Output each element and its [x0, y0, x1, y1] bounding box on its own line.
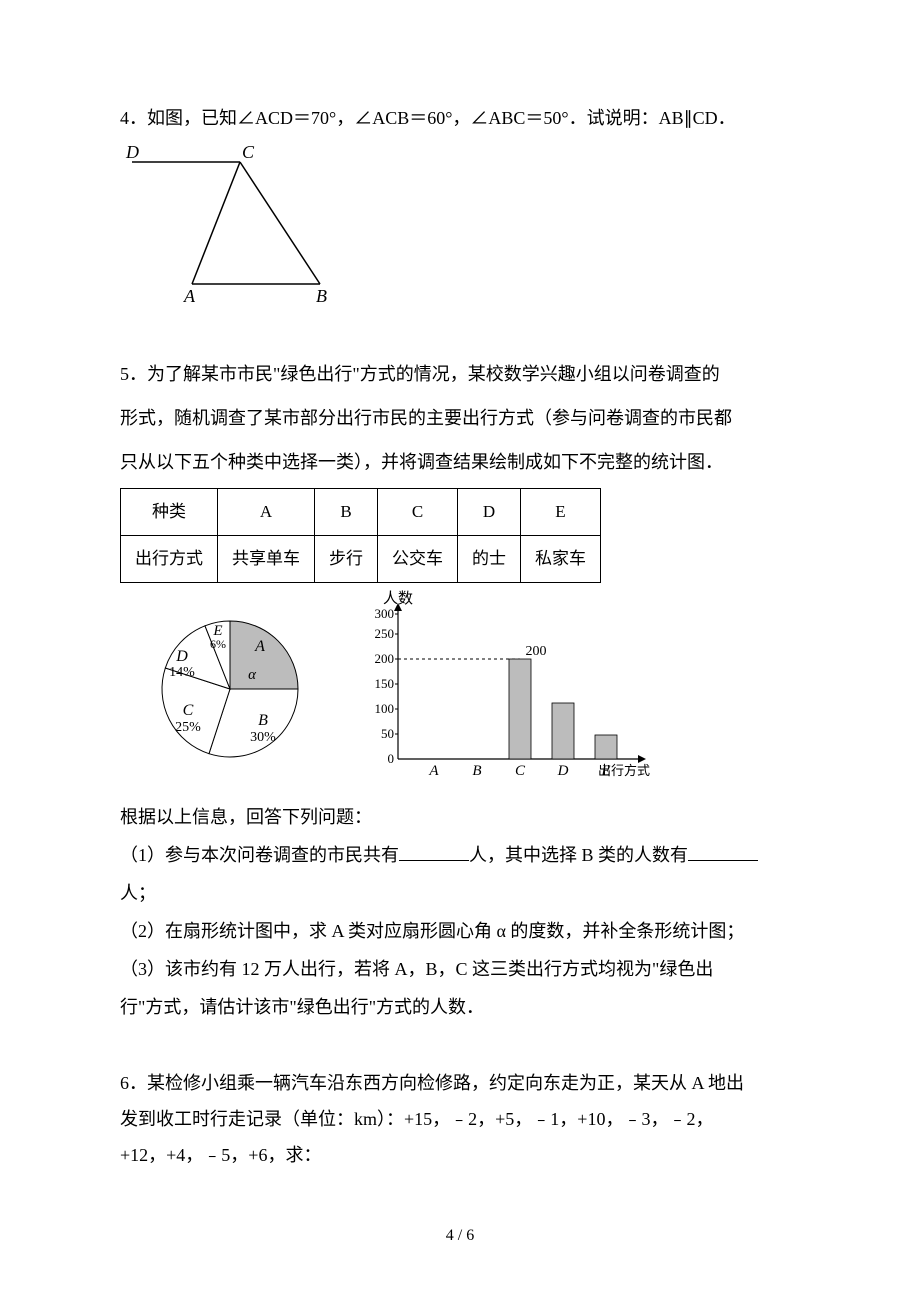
table-row-label: 出行方式	[121, 536, 218, 583]
question-4: 4．如图，已知∠ACD＝70°，∠ACB＝60°，∠ABC＝50°．试说明：AB…	[120, 100, 800, 316]
svg-text:D: D	[557, 763, 569, 779]
blank-1[interactable]	[399, 843, 469, 861]
q4-figure: D C A B	[120, 144, 800, 316]
q5-bar-chart: 人数 0 50 100 150 200 250 300	[350, 589, 670, 789]
q5-sq1a: （1）参与本次问卷调查的市民共有	[120, 845, 399, 865]
pie-pct-b: 30%	[250, 730, 276, 745]
table-cell-e: 私家车	[521, 536, 601, 583]
q5-sq3a: （3）该市约有 12 万人出行，若将 A，B，C 这三类出行方式均视为"绿色出	[120, 951, 800, 987]
q4-triangle-diagram: D C A B	[120, 144, 340, 304]
table-col-d: D	[458, 489, 521, 536]
label-b: B	[316, 286, 327, 304]
q6-line3: +12，+4，﹣5，+6，求：	[120, 1137, 800, 1173]
svg-text:250: 250	[375, 626, 395, 641]
table-cell-b: 步行	[315, 536, 378, 583]
bar-annotation-200: 200	[526, 644, 547, 659]
table-cell-a: 共享单车	[218, 536, 315, 583]
blank-2[interactable]	[688, 843, 758, 861]
bar-xlabels: A B C D E	[428, 763, 610, 779]
q5-sq3b: 行"方式，请估计该市"绿色出行"方式的人数．	[120, 989, 800, 1025]
svg-text:B: B	[472, 763, 481, 779]
table-data-row: 出行方式 共享单车 步行 公交车 的士 私家车	[121, 536, 601, 583]
bar-e	[595, 735, 617, 759]
q5-sq2: （2）在扇形统计图中，求 A 类对应扇形圆心角 α 的度数，并补全条形统计图；	[120, 913, 800, 949]
question-6: 6．某检修小组乘一辆汽车沿东西方向检修路，约定向东走为正，某天从 A 地出 发到…	[120, 1065, 800, 1173]
q4-text: 4．如图，已知∠ACD＝70°，∠ACB＝60°，∠ABC＝50°．试说明：AB…	[120, 100, 800, 136]
q6-line1: 6．某检修小组乘一辆汽车沿东西方向检修路，约定向东走为正，某天从 A 地出	[120, 1065, 800, 1101]
table-col-e: E	[521, 489, 601, 536]
q5-line2: 形式，随机调查了某市部分出行市民的主要出行方式（参与问卷调查的市民都	[120, 400, 800, 436]
table-cell-d: 的士	[458, 536, 521, 583]
table-col-b: B	[315, 489, 378, 536]
pie-label-a: A	[254, 638, 265, 655]
bar-x-label: 出行方式	[598, 763, 650, 778]
svg-text:C: C	[515, 763, 526, 779]
q5-after: 根据以上信息，回答下列问题：	[120, 799, 800, 835]
label-a: A	[183, 286, 196, 304]
q5-sq1: （1）参与本次问卷调查的市民共有 人，其中选择 B 类的人数有	[120, 837, 800, 873]
svg-text:150: 150	[375, 676, 395, 691]
table-header-row: 种类 A B C D E	[121, 489, 601, 536]
label-c: C	[242, 144, 255, 162]
table-header-label: 种类	[121, 489, 218, 536]
table-cell-c: 公交车	[378, 536, 458, 583]
pie-pct-e: 6%	[210, 637, 226, 651]
svg-text:200: 200	[375, 651, 395, 666]
label-d: D	[125, 144, 139, 162]
svg-text:A: A	[428, 763, 439, 779]
q5-pie-chart: A α B 30% C 25% D 14% E 6%	[120, 589, 340, 779]
q5-line3: 只从以下五个种类中选择一类），并将调查结果绘制成如下不完整的统计图．	[120, 444, 800, 480]
svg-text:0: 0	[388, 751, 395, 766]
q5-charts: A α B 30% C 25% D 14% E 6% 人数	[120, 589, 800, 789]
table-col-a: A	[218, 489, 315, 536]
svg-text:300: 300	[375, 606, 395, 621]
q5-sq1c: 人；	[120, 875, 800, 911]
q6-line2: 发到收工时行走记录（单位：km）：+15，﹣2，+5，﹣1，+10，﹣3，﹣2，	[120, 1101, 800, 1137]
svg-text:100: 100	[375, 701, 395, 716]
pie-label-b: B	[258, 712, 268, 729]
q5-line1: 5．为了解某市市民"绿色出行"方式的情况，某校数学兴趣小组以问卷调查的	[120, 356, 800, 392]
bar-d	[552, 703, 574, 759]
bar-yticks: 0 50 100 150 200 250 300	[375, 606, 399, 766]
pie-pct-c: 25%	[175, 720, 201, 735]
question-5: 5．为了解某市市民"绿色出行"方式的情况，某校数学兴趣小组以问卷调查的 形式，随…	[120, 356, 800, 1025]
table-col-c: C	[378, 489, 458, 536]
q5-sq1b: 人，其中选择 B 类的人数有	[469, 845, 688, 865]
page-footer: 4 / 6	[0, 1220, 920, 1252]
svg-text:50: 50	[381, 726, 394, 741]
bar-c	[509, 659, 531, 759]
pie-label-c: C	[183, 702, 194, 719]
pie-pct-d: 14%	[169, 665, 195, 680]
pie-label-d: D	[175, 648, 188, 665]
q5-table: 种类 A B C D E 出行方式 共享单车 步行 公交车 的士 私家车	[120, 488, 601, 583]
pie-alpha: α	[248, 667, 257, 683]
